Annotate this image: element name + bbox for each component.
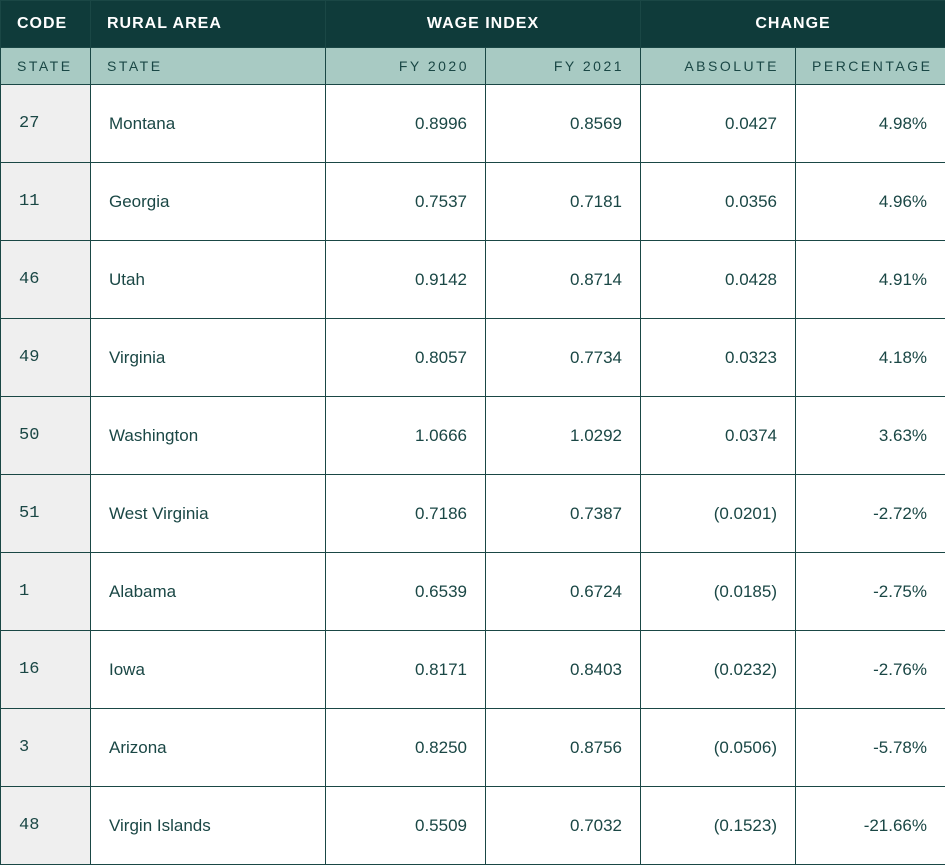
cell-code: 27 — [1, 85, 91, 163]
cell-absolute: 0.0374 — [641, 397, 796, 475]
cell-state: Utah — [91, 241, 326, 319]
col-state-name: STATE — [91, 48, 326, 85]
table-row: 51West Virginia0.71860.7387(0.0201)-2.72… — [1, 475, 945, 553]
cell-fy2020: 0.9142 — [326, 241, 486, 319]
cell-fy2020: 0.5509 — [326, 787, 486, 865]
cell-fy2020: 0.8171 — [326, 631, 486, 709]
cell-code: 1 — [1, 553, 91, 631]
cell-code: 48 — [1, 787, 91, 865]
cell-percentage: -2.72% — [796, 475, 945, 553]
cell-code: 51 — [1, 475, 91, 553]
cell-absolute: (0.0185) — [641, 553, 796, 631]
cell-fy2020: 0.6539 — [326, 553, 486, 631]
cell-state: Virginia — [91, 319, 326, 397]
table-row: 3Arizona0.82500.8756(0.0506)-5.78% — [1, 709, 945, 787]
table-row: 27Montana0.89960.85690.04274.98% — [1, 85, 945, 163]
cell-fy2021: 0.7734 — [486, 319, 641, 397]
table-row: 11Georgia0.75370.71810.03564.96% — [1, 163, 945, 241]
cell-percentage: -21.66% — [796, 787, 945, 865]
cell-state: West Virginia — [91, 475, 326, 553]
data-table: CODE RURAL AREA WAGE INDEX CHANGE STATE … — [0, 0, 945, 865]
table-body: 27Montana0.89960.85690.04274.98%11Georgi… — [1, 85, 945, 865]
col-group-code: CODE — [1, 1, 91, 48]
cell-absolute: 0.0428 — [641, 241, 796, 319]
cell-state: Virgin Islands — [91, 787, 326, 865]
cell-percentage: 4.98% — [796, 85, 945, 163]
cell-state: Montana — [91, 85, 326, 163]
table-row: 50Washington1.06661.02920.03743.63% — [1, 397, 945, 475]
table-row: 48Virgin Islands0.55090.7032(0.1523)-21.… — [1, 787, 945, 865]
col-group-change: CHANGE — [641, 1, 945, 48]
cell-state: Iowa — [91, 631, 326, 709]
col-group-wage-index: WAGE INDEX — [326, 1, 641, 48]
table-row: 49Virginia0.80570.77340.03234.18% — [1, 319, 945, 397]
cell-percentage: 4.96% — [796, 163, 945, 241]
cell-absolute: 0.0427 — [641, 85, 796, 163]
cell-fy2020: 0.7537 — [326, 163, 486, 241]
header-sub-row: STATE STATE FY 2020 FY 2021 ABSOLUTE PER… — [1, 48, 945, 85]
col-fy2020: FY 2020 — [326, 48, 486, 85]
table-row: 1Alabama0.65390.6724(0.0185)-2.75% — [1, 553, 945, 631]
cell-state: Arizona — [91, 709, 326, 787]
cell-absolute: (0.0201) — [641, 475, 796, 553]
cell-absolute: (0.0232) — [641, 631, 796, 709]
table-row: 16Iowa0.81710.8403(0.0232)-2.76% — [1, 631, 945, 709]
cell-percentage: -5.78% — [796, 709, 945, 787]
cell-fy2021: 0.8569 — [486, 85, 641, 163]
cell-state: Alabama — [91, 553, 326, 631]
cell-code: 49 — [1, 319, 91, 397]
cell-fy2021: 0.8756 — [486, 709, 641, 787]
cell-percentage: 4.91% — [796, 241, 945, 319]
col-group-rural-area: RURAL AREA — [91, 1, 326, 48]
cell-fy2021: 0.7387 — [486, 475, 641, 553]
cell-absolute: (0.0506) — [641, 709, 796, 787]
col-fy2021: FY 2021 — [486, 48, 641, 85]
cell-state: Georgia — [91, 163, 326, 241]
cell-fy2021: 0.8714 — [486, 241, 641, 319]
cell-absolute: (0.1523) — [641, 787, 796, 865]
cell-fy2020: 0.8996 — [326, 85, 486, 163]
cell-code: 16 — [1, 631, 91, 709]
col-state-code: STATE — [1, 48, 91, 85]
cell-percentage: -2.76% — [796, 631, 945, 709]
wage-index-table: CODE RURAL AREA WAGE INDEX CHANGE STATE … — [0, 0, 945, 865]
cell-percentage: 4.18% — [796, 319, 945, 397]
cell-state: Washington — [91, 397, 326, 475]
cell-fy2021: 0.8403 — [486, 631, 641, 709]
cell-percentage: 3.63% — [796, 397, 945, 475]
cell-code: 50 — [1, 397, 91, 475]
cell-code: 3 — [1, 709, 91, 787]
cell-fy2021: 1.0292 — [486, 397, 641, 475]
cell-fy2020: 0.8250 — [326, 709, 486, 787]
cell-code: 11 — [1, 163, 91, 241]
cell-fy2020: 1.0666 — [326, 397, 486, 475]
cell-fy2021: 0.6724 — [486, 553, 641, 631]
cell-code: 46 — [1, 241, 91, 319]
cell-absolute: 0.0356 — [641, 163, 796, 241]
cell-absolute: 0.0323 — [641, 319, 796, 397]
header-group-row: CODE RURAL AREA WAGE INDEX CHANGE — [1, 1, 945, 48]
cell-fy2021: 0.7032 — [486, 787, 641, 865]
col-percentage: PERCENTAGE — [796, 48, 945, 85]
table-row: 46Utah0.91420.87140.04284.91% — [1, 241, 945, 319]
cell-fy2020: 0.7186 — [326, 475, 486, 553]
col-absolute: ABSOLUTE — [641, 48, 796, 85]
cell-fy2021: 0.7181 — [486, 163, 641, 241]
cell-percentage: -2.75% — [796, 553, 945, 631]
cell-fy2020: 0.8057 — [326, 319, 486, 397]
